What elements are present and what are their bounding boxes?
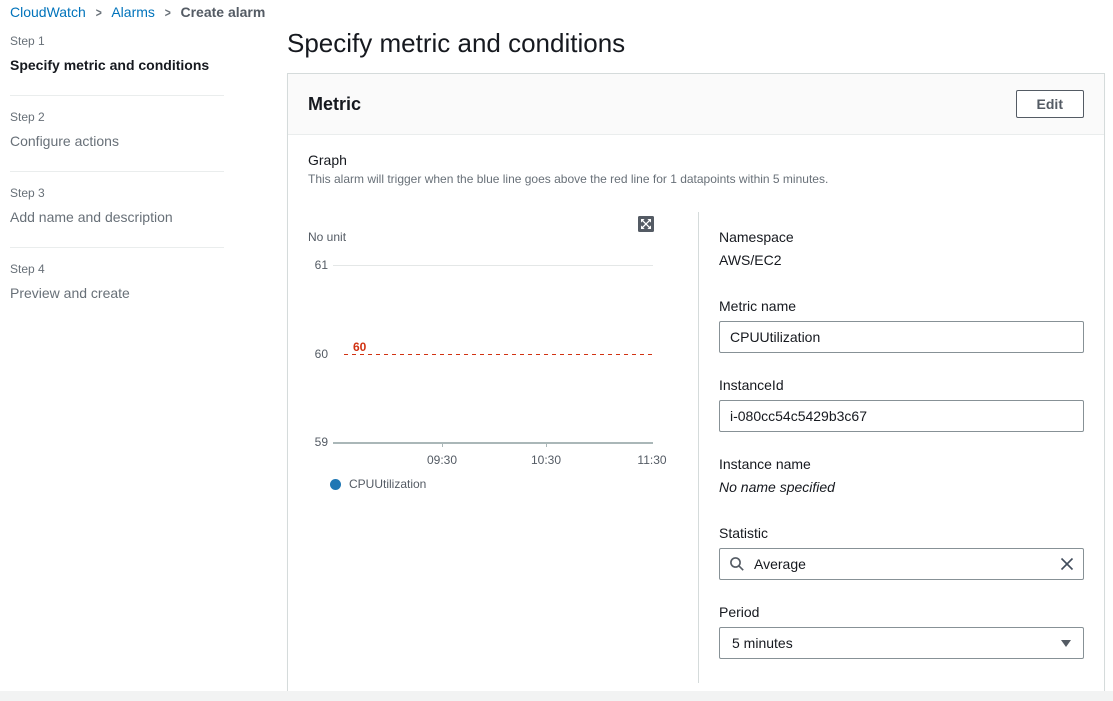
- expand-graph-icon[interactable]: [638, 216, 654, 232]
- period-label: Period: [719, 604, 760, 620]
- edit-button[interactable]: Edit: [1015, 90, 1084, 118]
- search-icon: [729, 556, 745, 575]
- threshold-line: [344, 354, 654, 355]
- namespace-value: AWS/EC2: [719, 252, 782, 268]
- breadcrumb-separator-icon: >: [95, 4, 102, 20]
- step-item-2[interactable]: Step 2 Configure actions: [10, 95, 224, 171]
- statistic-label: Statistic: [719, 525, 769, 541]
- instance-id-group: InstanceId: [719, 377, 1084, 432]
- wizard-steps-nav: Step 1 Specify metric and conditions Ste…: [10, 28, 224, 323]
- period-group: Period 5 minutes: [719, 604, 1084, 659]
- statistic-group: Statistic: [719, 525, 1084, 580]
- instance-name-label: Instance name: [719, 456, 811, 472]
- step-number: Step 2: [10, 110, 45, 124]
- x-axis-tick: 09:30: [426, 453, 458, 467]
- metric-name-label: Metric name: [719, 298, 797, 314]
- namespace-group: Namespace AWS/EC2: [719, 229, 1084, 268]
- legend-label: CPUUtilization: [349, 477, 427, 491]
- x-axis-tick: 10:30: [530, 453, 562, 467]
- instance-name-group: Instance name No name specified: [719, 456, 1084, 495]
- expand-arrows-icon: [638, 216, 654, 232]
- instance-name-value: No name specified: [719, 479, 835, 495]
- breadcrumb-current: Create alarm: [180, 4, 266, 20]
- step-number: Step 3: [10, 186, 45, 200]
- metric-chart: No unit 61 60 60 59 09:30 10:30 11:30: [308, 212, 698, 504]
- metric-card-body: Graph This alarm will trigger when the b…: [288, 135, 1104, 699]
- period-selected-value: 5 minutes: [732, 635, 793, 651]
- step-item-3[interactable]: Step 3 Add name and description: [10, 171, 224, 247]
- y-axis-tick: 60: [314, 347, 328, 361]
- metric-card-title: Metric: [308, 93, 362, 114]
- vertical-divider: [698, 212, 699, 683]
- step-label: Specify metric and conditions: [10, 57, 210, 73]
- step-item-4[interactable]: Step 4 Preview and create: [10, 247, 224, 323]
- page-background-strip: [0, 691, 1113, 701]
- step-label: Configure actions: [10, 133, 119, 149]
- breadcrumb: CloudWatch > Alarms > Create alarm: [10, 4, 265, 20]
- main-content: Specify metric and conditions Metric Edi…: [287, 0, 1105, 700]
- x-axis-line: [333, 442, 653, 444]
- graph-section-label: Graph: [308, 152, 347, 168]
- threshold-value-label: 60: [353, 340, 367, 354]
- chart-unit-label: No unit: [308, 230, 347, 244]
- period-select[interactable]: 5 minutes: [719, 627, 1084, 659]
- namespace-label: Namespace: [719, 229, 794, 245]
- x-axis-tickmark: [546, 442, 547, 447]
- metric-name-input[interactable]: [719, 321, 1084, 353]
- metric-card: Metric Edit Graph This alarm will trigge…: [287, 73, 1105, 700]
- legend-item-cpuutilization[interactable]: CPUUtilization: [330, 477, 426, 491]
- clear-icon[interactable]: [1059, 556, 1075, 572]
- instance-id-input[interactable]: [719, 400, 1084, 432]
- gridline: [333, 265, 653, 266]
- y-axis-tick: 61: [314, 258, 328, 272]
- x-axis-tick: 11:30: [637, 453, 667, 467]
- step-number: Step 1: [10, 34, 45, 48]
- x-axis-tickmark: [442, 442, 443, 447]
- breadcrumb-link-alarms[interactable]: Alarms: [111, 4, 155, 20]
- metric-name-group: Metric name: [719, 298, 1084, 353]
- step-label: Preview and create: [10, 285, 130, 301]
- step-number: Step 4: [10, 262, 45, 276]
- breadcrumb-separator-icon: >: [164, 4, 171, 20]
- step-label: Add name and description: [10, 209, 173, 225]
- statistic-input[interactable]: [719, 548, 1084, 580]
- graph-description: This alarm will trigger when the blue li…: [308, 172, 829, 186]
- y-axis-tick: 59: [314, 435, 328, 449]
- breadcrumb-link-cloudwatch[interactable]: CloudWatch: [10, 4, 86, 20]
- step-item-1[interactable]: Step 1 Specify metric and conditions: [10, 28, 224, 95]
- page-title: Specify metric and conditions: [287, 28, 626, 58]
- series-color-dot-icon: [330, 478, 341, 490]
- instance-id-label: InstanceId: [719, 377, 784, 393]
- metric-card-header: Metric Edit: [288, 74, 1104, 135]
- metric-details: Namespace AWS/EC2 Metric name InstanceId…: [699, 212, 1084, 683]
- chevron-down-icon: [1061, 639, 1071, 647]
